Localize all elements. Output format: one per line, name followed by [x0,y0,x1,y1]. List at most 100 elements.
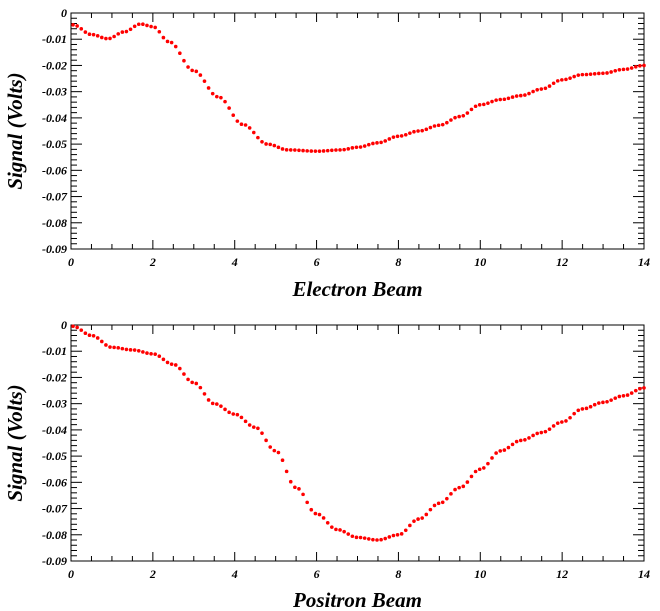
data-point [617,67,622,72]
data-point [366,537,371,541]
data-point [486,101,490,105]
y-tick-label: -0.09 [42,242,67,256]
data-point [182,58,186,63]
x-tick-label: 12 [556,567,568,581]
data-point [613,396,618,400]
data-point [584,72,589,77]
data-point [592,402,597,407]
x-tick-label: 10 [474,567,486,581]
data-point [445,496,449,501]
data-point [580,407,585,411]
data-point [260,431,264,435]
y-tick-labels: 0 -0.01 -0.02 -0.03 -0.04 -0.05 -0.06 -0.07 -0.0… [42,6,68,256]
data-point [169,362,174,366]
data-point [293,485,297,490]
data-point [547,427,552,431]
x-tick-label: 12 [556,255,568,269]
data-point [601,71,605,76]
data-point [128,27,133,32]
data-point [235,119,240,123]
data-point [231,412,236,416]
data-point [124,347,129,352]
data-point [71,23,75,27]
x-tick-label: 8 [395,255,401,269]
data-point [157,354,162,359]
data-point [173,44,178,49]
data-point [494,98,498,102]
data-point [260,140,264,144]
data-point [280,458,285,463]
data-point [403,528,408,533]
data-point [543,86,548,91]
data-point [268,142,273,147]
y-tick-label: -0.06 [42,163,67,177]
data-points [71,22,646,153]
data-point [551,81,556,86]
data-point [342,147,346,152]
data-point [473,104,478,109]
y-tick-label: -0.02 [42,58,67,72]
data-point [223,407,227,412]
data-point [555,421,560,425]
x-tick-label: 6 [314,567,320,581]
data-point [436,123,441,128]
data-point [518,93,523,98]
data-point [601,400,605,405]
data-point [371,537,375,542]
data-point [91,32,96,37]
data-points [71,324,646,542]
data-point [510,442,515,447]
data-point [334,148,338,152]
data-point [395,134,400,139]
data-point [136,22,141,27]
data-point [543,429,548,434]
data-point [592,71,597,76]
data-point [165,39,170,44]
data-point [375,538,379,542]
data-point [276,450,281,455]
data-point [182,372,186,376]
data-point [391,533,396,538]
data-point [325,148,330,153]
data-point [346,532,351,536]
data-point [638,386,642,391]
data-point [498,449,503,453]
x-tick-label: 2 [149,255,156,269]
data-point [362,144,367,148]
data-point [371,141,375,146]
data-point [625,393,630,397]
data-point [527,91,531,96]
data-point [457,114,461,119]
data-point [535,87,540,92]
y-tick-label: -0.08 [42,528,67,542]
plot-frame [70,12,645,250]
x-tick-label: 14 [638,567,650,581]
data-point [440,500,445,505]
data-point [523,437,527,442]
data-point [498,97,503,102]
y-tick-label: -0.01 [42,344,67,358]
data-point [346,147,351,151]
data-point [71,324,75,329]
y-tick-label: 0 [61,6,67,20]
y-tick-label: -0.04 [42,423,67,437]
data-point [531,89,535,94]
data-point [642,386,646,390]
y-axis-title: Signal (Volts) [3,384,27,501]
data-point [136,348,141,353]
data-point [366,142,371,147]
data-point [247,423,252,427]
data-point [219,404,223,408]
data-point [215,94,219,99]
data-point [568,415,572,420]
data-point [477,103,482,107]
data-point [379,537,383,542]
data-point [190,380,194,385]
data-point [145,23,149,28]
data-point [91,333,96,338]
y-tick-label: -0.08 [42,216,67,230]
data-point [453,487,457,492]
data-point [350,534,355,539]
y-tick-label: -0.07 [42,190,68,204]
data-point [547,84,552,88]
